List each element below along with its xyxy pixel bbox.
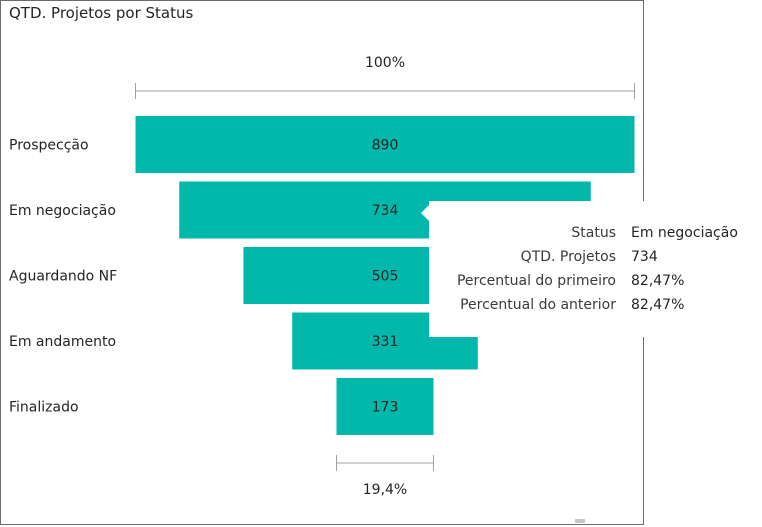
bar-value-label: 173 xyxy=(372,400,399,416)
bar-value-label: 734 xyxy=(372,203,399,219)
funnel-bar xyxy=(336,378,434,435)
bar-value-label: 505 xyxy=(372,269,399,285)
data-tooltip: Status Em negociação QTD. Projetos 734 P… xyxy=(421,201,762,337)
top-percent-label: 100% xyxy=(365,55,405,71)
category-label: Em andamento xyxy=(9,334,116,350)
funnel-bar xyxy=(135,116,635,173)
category-label: Em negociação xyxy=(9,203,116,219)
category-label: Aguardando NF xyxy=(9,269,117,285)
bar-value-label: 890 xyxy=(372,138,399,154)
tooltip-value: Em negociação xyxy=(631,225,738,241)
chart-title: QTD. Projetos por Status xyxy=(9,4,194,22)
bottom-percent-label: 19,4% xyxy=(363,482,407,498)
tooltip-table: Status Em negociação QTD. Projetos 734 P… xyxy=(429,221,738,317)
funnel-chart: 100% 890 Prospecção 734 Em negociação 505 Agua… xyxy=(9,55,635,498)
tooltip-value: 82,47% xyxy=(631,273,685,289)
tooltip-key: Percentual do primeiro xyxy=(456,273,616,289)
category-label: Finalizado xyxy=(9,400,79,416)
tooltip-value: 734 xyxy=(631,249,658,265)
tooltip-row-previous: Percentual do anterior 82,47% xyxy=(429,293,738,317)
tooltip-key: Status xyxy=(571,225,616,241)
tooltip-row-status: Status Em negociação xyxy=(429,221,738,245)
category-label: Prospecção xyxy=(9,138,89,154)
tooltip-pointer xyxy=(421,205,429,221)
tooltip-key: Percentual do anterior xyxy=(460,297,616,313)
bar-value-label: 331 xyxy=(372,334,399,350)
tooltip-row-qtd: QTD. Projetos 734 xyxy=(429,245,738,269)
tooltip-row-first: Percentual do primeiro 82,47% xyxy=(429,269,738,293)
resize-grip[interactable] xyxy=(575,519,585,523)
tooltip-key: QTD. Projetos xyxy=(520,249,616,265)
tooltip-value: 82,47% xyxy=(631,297,685,313)
